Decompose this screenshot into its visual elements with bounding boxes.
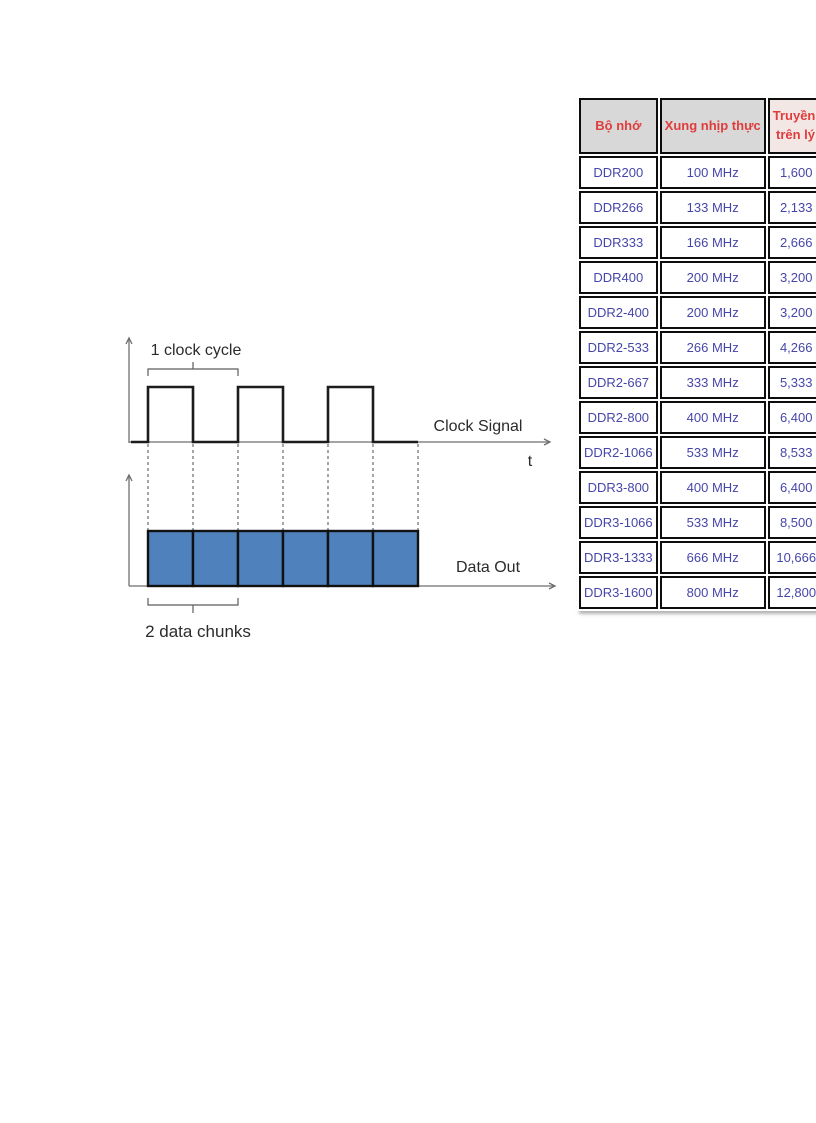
cell-clock: 666 MHz — [659, 541, 766, 574]
edge-projection-dashed-lines — [147, 444, 419, 531]
clock-cycle-brace — [147, 362, 239, 376]
clock-signal-label: Clock Signal — [434, 418, 523, 435]
data-chunks-label: 2 data chunks — [145, 622, 251, 641]
cell-clock: 533 MHz — [659, 436, 766, 469]
cell-clock: 400 MHz — [659, 471, 766, 504]
cell-memory: DDR2-400 — [579, 296, 658, 329]
cell-transfer: 10,666 M — [767, 541, 816, 574]
cell-memory: DDR3-1066 — [579, 506, 658, 539]
data-out-label: Data Out — [456, 559, 521, 576]
time-axis-label: t — [528, 453, 533, 470]
header-clock-label: Xung nhịp thực — [664, 117, 761, 133]
cell-transfer: 2,133 M — [767, 191, 816, 224]
cell-transfer: 3,200 M — [767, 296, 816, 329]
cell-transfer: 8,500 M — [767, 506, 816, 539]
table-header-row: Bộ nhớ Xung nhịp thực Truyền tải trên lý … — [579, 98, 816, 154]
data-chunk — [146, 529, 195, 588]
header-memory: Bộ nhớ — [579, 98, 658, 154]
data-chunk — [371, 529, 420, 588]
cell-memory: DDR2-800 — [579, 401, 658, 434]
cell-transfer: 12,800 M — [767, 576, 816, 609]
cell-transfer: 8,533 M — [767, 436, 816, 469]
cell-transfer: 1,600 M — [767, 156, 816, 189]
cell-transfer: 5,333 M — [767, 366, 816, 399]
cell-clock: 400 MHz — [659, 401, 766, 434]
clock-cycle-label: 1 clock cycle — [151, 342, 242, 359]
ddr-table-container: Bộ nhớ Xung nhịp thực Truyền tải trên lý … — [577, 96, 816, 611]
header-transfer-line2: trên lý th — [775, 127, 816, 142]
cell-transfer: 3,200 M — [767, 261, 816, 294]
ddr-timing-diagram: 1 clock cycle Clock Signal t Data Out 2 … — [125, 336, 557, 641]
cell-memory: DDR3-1333 — [579, 541, 658, 574]
header-clock: Xung nhịp thực — [659, 98, 766, 154]
data-chunk — [281, 529, 330, 588]
cell-clock: 333 MHz — [659, 366, 766, 399]
cell-transfer: 6,400 M — [767, 401, 816, 434]
cell-clock: 166 MHz — [659, 226, 766, 259]
cell-memory: DDR2-1066 — [579, 436, 658, 469]
cell-clock: 200 MHz — [659, 296, 766, 329]
cell-clock: 533 MHz — [659, 506, 766, 539]
data-chunks — [146, 529, 420, 588]
cell-memory: DDR400 — [579, 261, 658, 294]
cell-clock: 266 MHz — [659, 331, 766, 364]
data-chunk — [191, 529, 240, 588]
data-chunk — [326, 529, 375, 588]
header-memory-label: Bộ nhớ — [595, 117, 642, 133]
header-transfer: Truyền tải trên lý th — [767, 98, 816, 154]
cell-transfer: 6,400 M — [767, 471, 816, 504]
cell-clock: 800 MHz — [659, 576, 766, 609]
data-chunk — [236, 529, 285, 588]
cell-memory: DDR333 — [579, 226, 658, 259]
cell-transfer: 2,666 M — [767, 226, 816, 259]
cell-clock: 100 MHz — [659, 156, 766, 189]
cell-memory: DDR2-533 — [579, 331, 658, 364]
cell-memory: DDR3-1600 — [579, 576, 658, 609]
ddr-table: Bộ nhớ Xung nhịp thực Truyền tải trên lý … — [577, 96, 816, 611]
cell-clock: 200 MHz — [659, 261, 766, 294]
clock-waveform — [131, 385, 418, 444]
cell-memory: DDR266 — [579, 191, 658, 224]
cell-memory: DDR200 — [579, 156, 658, 189]
cell-clock: 133 MHz — [659, 191, 766, 224]
data-chunks-brace — [147, 598, 239, 613]
cell-memory: DDR2-667 — [579, 366, 658, 399]
cell-memory: DDR3-800 — [579, 471, 658, 504]
cell-transfer: 4,266 M — [767, 331, 816, 364]
header-transfer-line1: Truyền tải — [772, 108, 816, 124]
